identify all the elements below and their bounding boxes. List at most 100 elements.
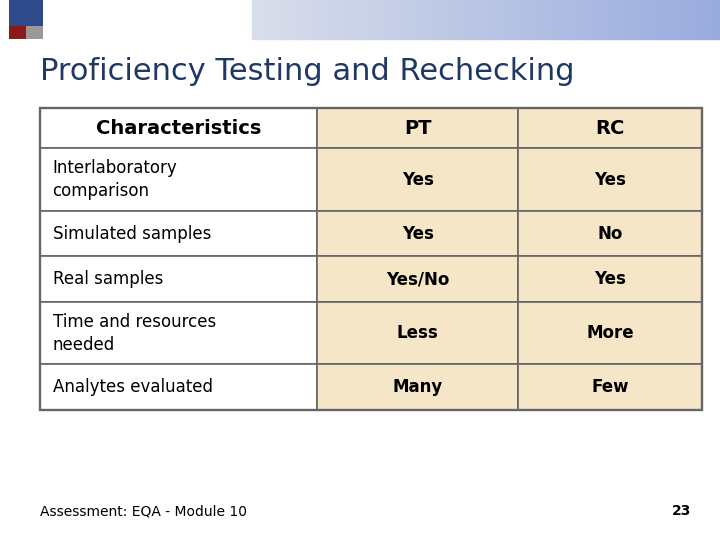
Bar <box>353 0 355 39</box>
Bar <box>278 0 280 39</box>
Bar <box>516 0 518 39</box>
Bar <box>317 364 518 410</box>
Bar <box>641 0 643 39</box>
Bar <box>678 0 680 39</box>
Bar <box>374 0 376 39</box>
Bar <box>528 0 531 39</box>
Bar <box>510 0 512 39</box>
Bar <box>444 0 446 39</box>
Bar <box>626 0 629 39</box>
Bar <box>535 0 537 39</box>
Bar <box>308 0 310 39</box>
Bar <box>334 0 336 39</box>
Bar <box>518 256 702 302</box>
Bar <box>666 0 669 39</box>
Bar <box>596 0 598 39</box>
Bar <box>500 0 503 39</box>
Bar <box>701 0 703 39</box>
Bar <box>432 0 434 39</box>
Bar <box>336 0 338 39</box>
Bar <box>556 0 559 39</box>
Bar <box>531 0 533 39</box>
Bar <box>40 302 317 364</box>
Bar <box>301 0 304 39</box>
Text: PT: PT <box>404 119 431 138</box>
Bar <box>400 0 402 39</box>
Text: Yes: Yes <box>402 225 433 242</box>
Bar <box>606 0 608 39</box>
Text: Real samples: Real samples <box>53 271 163 288</box>
Bar <box>454 0 456 39</box>
Bar <box>446 0 449 39</box>
Text: Yes: Yes <box>594 171 626 188</box>
Bar <box>687 0 690 39</box>
Bar <box>259 0 261 39</box>
Bar <box>622 0 624 39</box>
Bar <box>327 0 329 39</box>
Bar <box>638 0 641 39</box>
Bar <box>518 364 702 410</box>
Bar <box>692 0 694 39</box>
Bar <box>552 0 554 39</box>
Bar <box>603 0 606 39</box>
Bar <box>318 0 320 39</box>
Bar <box>364 0 366 39</box>
Bar <box>420 0 423 39</box>
Bar <box>385 0 387 39</box>
Bar <box>372 0 374 39</box>
Bar <box>320 0 322 39</box>
Bar <box>423 0 425 39</box>
Bar <box>317 108 518 148</box>
Text: No: No <box>598 225 623 242</box>
Bar <box>610 0 613 39</box>
Bar <box>275 0 278 39</box>
Bar <box>699 0 701 39</box>
Bar <box>491 0 493 39</box>
Bar <box>577 0 580 39</box>
Bar <box>554 0 557 39</box>
Bar <box>563 0 566 39</box>
Text: Yes: Yes <box>594 271 626 288</box>
Bar <box>668 0 671 39</box>
Bar <box>413 0 415 39</box>
Bar <box>479 0 481 39</box>
Text: Yes: Yes <box>402 171 433 188</box>
Bar <box>643 0 645 39</box>
Bar <box>449 0 451 39</box>
Bar <box>664 0 666 39</box>
Bar <box>477 0 479 39</box>
Bar <box>463 0 465 39</box>
Text: Time and resources
needed: Time and resources needed <box>53 313 216 354</box>
Bar <box>593 0 596 39</box>
Bar <box>285 0 287 39</box>
Bar <box>376 0 379 39</box>
Bar <box>484 0 486 39</box>
Bar <box>518 108 702 148</box>
Bar <box>657 0 660 39</box>
Bar <box>306 0 308 39</box>
Bar <box>456 0 458 39</box>
Bar <box>619 0 622 39</box>
Bar <box>629 0 631 39</box>
Bar <box>280 0 282 39</box>
Text: Proficiency Testing and Rechecking: Proficiency Testing and Rechecking <box>40 57 574 86</box>
Text: Yes/No: Yes/No <box>386 271 449 288</box>
Text: Analytes evaluated: Analytes evaluated <box>53 379 212 396</box>
Bar <box>518 0 521 39</box>
Bar <box>451 0 454 39</box>
Bar <box>570 0 572 39</box>
Text: Assessment: EQA - Module 10: Assessment: EQA - Module 10 <box>40 504 246 518</box>
Bar <box>310 0 312 39</box>
Bar <box>346 0 348 39</box>
Bar <box>40 108 702 410</box>
Text: Characteristics: Characteristics <box>96 119 261 138</box>
Bar <box>521 0 523 39</box>
Bar <box>304 0 306 39</box>
Bar <box>402 0 404 39</box>
Bar <box>366 0 369 39</box>
Bar <box>544 0 547 39</box>
Bar <box>317 148 518 211</box>
Bar <box>411 0 413 39</box>
Bar <box>383 0 385 39</box>
Bar <box>503 0 505 39</box>
